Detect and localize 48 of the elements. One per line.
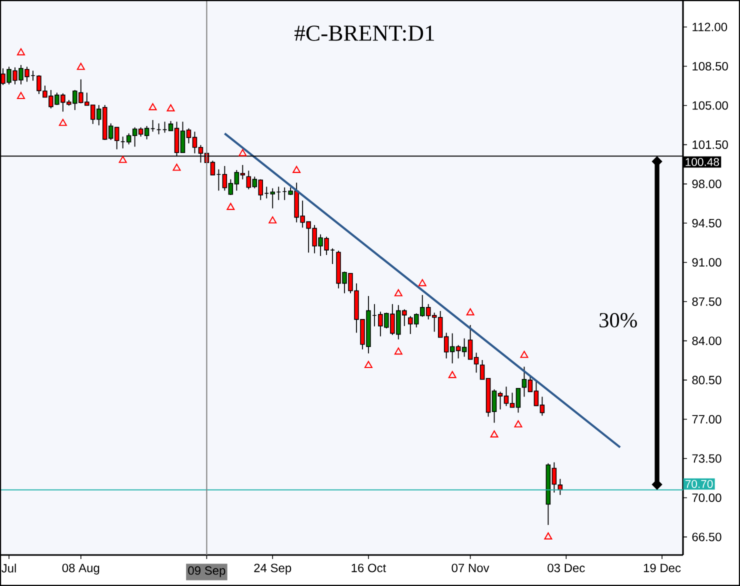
point bbox=[172, 164, 181, 171]
point bbox=[466, 308, 474, 316]
point bbox=[520, 350, 528, 358]
point bbox=[76, 62, 85, 70]
point bbox=[166, 104, 175, 112]
point bbox=[418, 279, 426, 286]
point bbox=[364, 360, 372, 368]
point bbox=[292, 166, 301, 173]
y-tick-label: 84.00 bbox=[692, 336, 722, 346]
annotation: 30% bbox=[600, 313, 637, 328]
point bbox=[238, 149, 247, 156]
point bbox=[544, 532, 552, 540]
x-tick-label: 09 Sep bbox=[188, 566, 226, 578]
y-tick-label: 98.00 bbox=[692, 180, 722, 188]
y-tick-label: 108.50 bbox=[692, 62, 728, 70]
y-tick-label: 101.50 bbox=[692, 140, 728, 149]
point bbox=[268, 216, 277, 224]
y-tick-label: 70.00 bbox=[692, 493, 722, 502]
ref-line-label: 70.70 bbox=[685, 480, 713, 488]
point bbox=[514, 420, 522, 428]
point bbox=[16, 92, 25, 100]
ref-line-label: 100.48 bbox=[686, 158, 720, 166]
x-tick-label: 07 Nov bbox=[452, 564, 490, 572]
y-tick-label: 80.50 bbox=[692, 376, 722, 384]
y-tick-label: 87.50 bbox=[692, 297, 722, 306]
x-tick-label: 24 Sep bbox=[254, 564, 292, 575]
point bbox=[58, 118, 67, 126]
y-tick-label: 66.50 bbox=[692, 532, 722, 542]
y-tick-label: 112.00 bbox=[692, 22, 728, 32]
x-tick-label: 08 Aug bbox=[62, 564, 100, 575]
x-tick-label: 19 Dec bbox=[644, 564, 681, 572]
y-tick-label: 94.50 bbox=[692, 218, 722, 228]
x-tick-label: Jul bbox=[2, 564, 16, 573]
y-tick-label: 73.50 bbox=[692, 454, 722, 463]
point bbox=[226, 202, 235, 210]
text: #C-BRENT:D1 bbox=[294, 26, 434, 41]
point bbox=[16, 48, 25, 56]
x-tick-label: 03 Dec bbox=[548, 564, 585, 572]
y-tick-label: 105.00 bbox=[692, 101, 728, 110]
point bbox=[148, 103, 157, 110]
y-tick-label: 77.00 bbox=[692, 415, 722, 424]
point bbox=[394, 347, 402, 355]
x-tick-label: 16 Oct bbox=[352, 564, 386, 572]
y-tick-label: 91.00 bbox=[692, 258, 722, 267]
point bbox=[490, 430, 498, 438]
point bbox=[394, 289, 402, 296]
point bbox=[118, 156, 127, 163]
point bbox=[448, 371, 456, 378]
